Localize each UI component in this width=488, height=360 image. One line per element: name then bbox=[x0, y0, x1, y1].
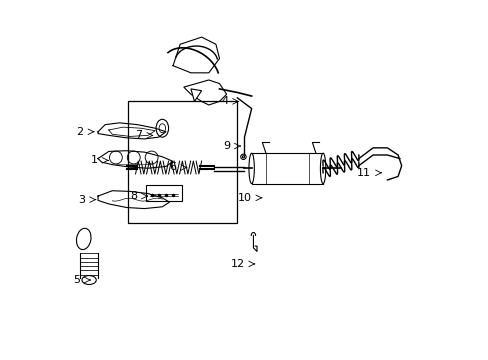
Text: 2: 2 bbox=[77, 127, 83, 137]
Bar bbox=[128, 102, 237, 223]
Text: 5: 5 bbox=[73, 275, 80, 285]
Text: 6: 6 bbox=[169, 162, 176, 172]
Text: 11: 11 bbox=[357, 168, 370, 178]
Text: 4: 4 bbox=[221, 96, 228, 107]
Text: 10: 10 bbox=[237, 193, 251, 203]
Ellipse shape bbox=[248, 153, 254, 184]
Ellipse shape bbox=[156, 119, 168, 137]
Bar bbox=[251, 153, 323, 184]
Text: 1: 1 bbox=[91, 156, 98, 165]
Text: 9: 9 bbox=[223, 141, 230, 151]
Polygon shape bbox=[190, 89, 201, 102]
Text: 7: 7 bbox=[135, 130, 142, 140]
Polygon shape bbox=[183, 80, 226, 105]
Ellipse shape bbox=[320, 153, 325, 184]
Bar bbox=[146, 185, 182, 202]
Text: 12: 12 bbox=[230, 259, 244, 269]
Text: 3: 3 bbox=[79, 195, 85, 204]
Ellipse shape bbox=[240, 154, 245, 159]
Text: 8: 8 bbox=[130, 191, 137, 201]
Ellipse shape bbox=[82, 275, 96, 284]
